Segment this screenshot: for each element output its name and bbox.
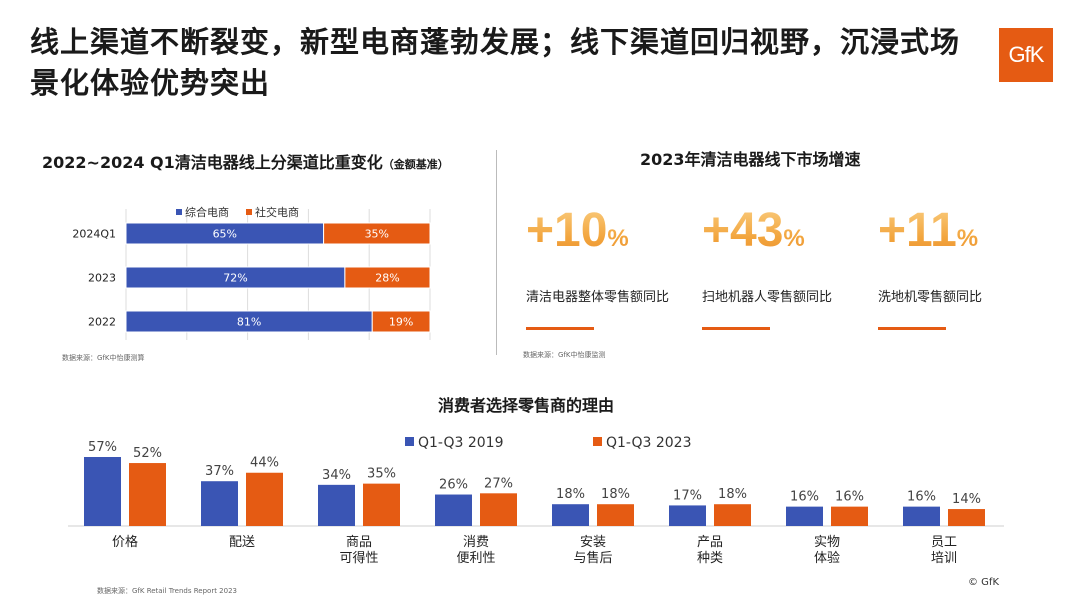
data-label: 18%	[556, 487, 585, 502]
category-label: 员工	[931, 535, 957, 550]
legend-swatch	[405, 437, 414, 446]
category-label: 消费	[463, 535, 489, 550]
gfk-logo: GfK	[999, 28, 1053, 82]
legend-label: Q1-Q3 2023	[606, 435, 692, 451]
data-label: 37%	[205, 464, 234, 479]
data-label: 72%	[223, 272, 247, 285]
data-label: 65%	[213, 228, 237, 241]
data-label: 19%	[389, 316, 413, 329]
data-label: 35%	[367, 467, 396, 482]
bar	[363, 483, 400, 526]
category-label: 与售后	[573, 550, 612, 566]
data-label: 18%	[718, 487, 747, 502]
bar	[201, 481, 238, 526]
bar-segment	[371, 310, 431, 333]
offline-source: 数据来源：GfK中怡康监测	[523, 351, 606, 359]
bar	[597, 504, 634, 526]
bar	[318, 484, 355, 526]
section-divider	[496, 150, 497, 355]
online-chart-title-note: （金额基准）	[382, 158, 449, 171]
kpi-overall-label: 清洁电器整体零售额同比	[526, 290, 670, 305]
legend-label: 综合电商	[185, 205, 229, 219]
data-label: 16%	[835, 490, 864, 505]
data-label: 52%	[133, 446, 162, 461]
category-label: 体验	[814, 550, 840, 566]
kpi-robot-value: +43%	[702, 200, 882, 270]
data-label: 27%	[484, 476, 513, 491]
bar	[786, 506, 823, 526]
legend-label: Q1-Q3 2019	[418, 435, 504, 451]
data-label: 35%	[365, 228, 389, 241]
kpi-washer: +11% 洗地机零售额同比	[878, 200, 1058, 330]
online-chart-title-text: 2022~2024 Q1清洁电器线上分渠道比重变化	[42, 153, 383, 172]
bar	[246, 472, 283, 526]
bar	[714, 504, 751, 526]
kpi-washer-label: 洗地机零售额同比	[878, 290, 983, 305]
data-label: 14%	[952, 492, 981, 507]
online-channel-chart: 综合电商 社交电商 2024Q1 65% 35% 2023 72% 28% 2022 81% 19%	[72, 205, 431, 340]
category-label: 商品	[346, 535, 372, 550]
category-label: 配送	[229, 535, 255, 550]
kpi-washer-value: +11%	[878, 200, 1058, 270]
online-chart-title: 2022~2024 Q1清洁电器线上分渠道比重变化（金额基准）	[42, 149, 449, 173]
reasons-source: 数据来源：GfK Retail Trends Report 2023	[97, 587, 237, 595]
bar	[129, 463, 166, 526]
category-label: 2023	[88, 272, 116, 285]
category-label: 安装	[580, 535, 606, 550]
bar	[84, 457, 121, 526]
category-label: 2022	[88, 316, 116, 329]
bar	[948, 509, 985, 526]
reasons-chart: Q1-Q3 2019 Q1-Q3 2023 57% 52% 价格 37% 44% 配送 34% 3…	[68, 435, 1004, 566]
category-label: 可得性	[339, 550, 378, 566]
category-label: 培训	[931, 550, 957, 566]
data-label: 16%	[907, 490, 936, 505]
kpi-overall-value: +10%	[526, 200, 706, 270]
category-label: 产品	[697, 535, 723, 550]
category-label: 便利性	[456, 551, 495, 566]
bar	[435, 494, 472, 526]
kpi-overall: +10% 清洁电器整体零售额同比	[526, 200, 706, 330]
data-label: 28%	[375, 272, 399, 285]
data-label: 34%	[322, 468, 351, 483]
bar	[480, 493, 517, 526]
category-label: 2024Q1	[72, 228, 116, 241]
bar	[669, 505, 706, 526]
kpi-robot-label: 扫地机器人零售额同比	[702, 290, 833, 305]
category-label: 价格	[112, 534, 138, 550]
kpi-washer-underline	[878, 327, 946, 330]
legend-swatch	[593, 437, 602, 446]
bar-segment	[323, 222, 431, 245]
data-label: 44%	[250, 456, 279, 471]
category-label: 种类	[697, 551, 723, 566]
offline-title: 2023年清洁电器线下市场增速	[640, 150, 861, 169]
category-label: 实物	[814, 535, 840, 550]
online-source: 数据来源：GfK中怡康测算	[62, 354, 145, 362]
copyright: © GfK	[968, 577, 1000, 588]
bar	[903, 506, 940, 526]
page-title: 线上渠道不断裂变，新型电商蓬勃发展；线下渠道回归视野，沉浸式场景化体验优势突出	[30, 25, 961, 100]
bar	[831, 506, 868, 526]
kpi-robot-underline	[702, 327, 770, 330]
kpi-overall-underline	[526, 327, 594, 330]
reasons-title: 消费者选择零售商的理由	[438, 396, 615, 415]
legend-label: 社交电商	[255, 205, 299, 219]
data-label: 26%	[439, 478, 468, 493]
bar	[552, 504, 589, 526]
data-label: 17%	[673, 488, 702, 503]
data-label: 16%	[790, 490, 819, 505]
data-label: 57%	[88, 440, 117, 455]
data-label: 18%	[601, 487, 630, 502]
data-label: 81%	[237, 316, 261, 329]
bar-segment	[344, 266, 431, 289]
kpi-robot: +43% 扫地机器人零售额同比	[702, 200, 882, 330]
legend-swatch	[176, 209, 182, 215]
legend-swatch	[246, 209, 252, 215]
